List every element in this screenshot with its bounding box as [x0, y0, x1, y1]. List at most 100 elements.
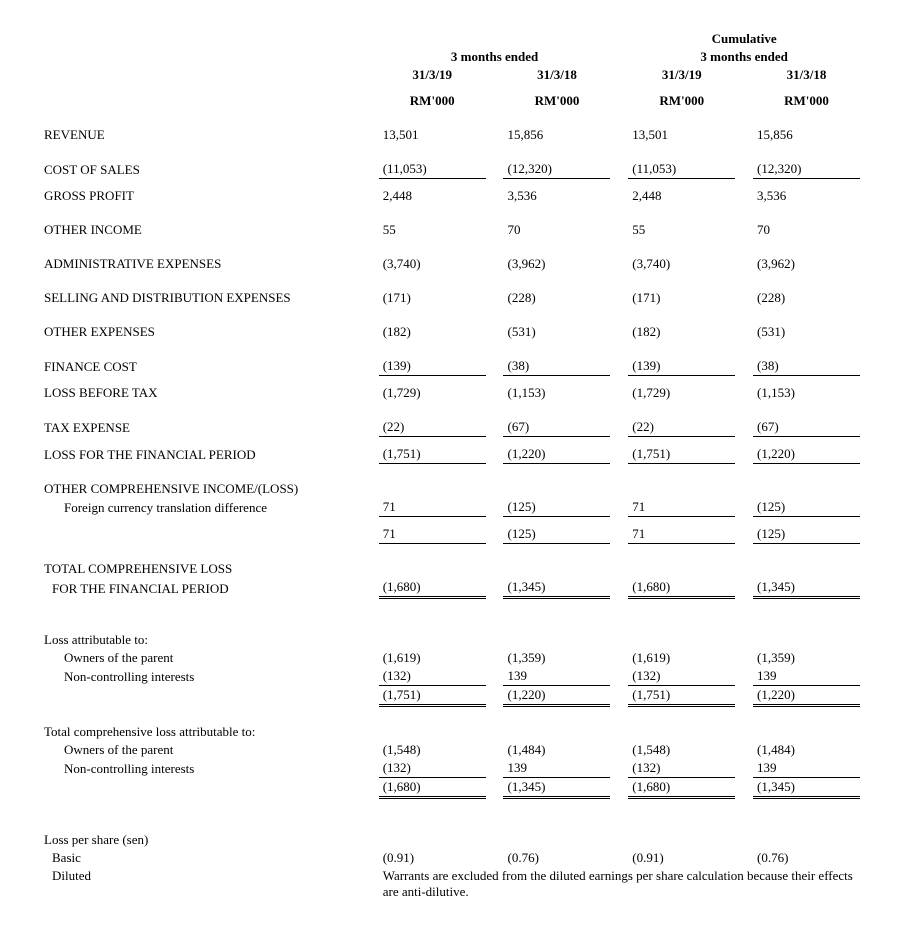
- val: (1,345): [753, 578, 860, 598]
- val: (1,751): [379, 445, 486, 464]
- label: GROSS PROFIT: [40, 187, 379, 205]
- row-lps-hdr: Loss per share (sen): [40, 831, 860, 849]
- val: (1,751): [379, 686, 486, 706]
- unit-3: RM'000: [628, 92, 735, 110]
- val: (1,153): [753, 384, 860, 402]
- val: (171): [628, 289, 735, 307]
- val: 15,856: [753, 126, 860, 144]
- row-loss-nci: Non-controlling interests (132) 139 (132…: [40, 667, 860, 686]
- val: (1,751): [628, 686, 735, 706]
- row-loss-for-period: LOSS FOR THE FINANCIAL PERIOD (1,751) (1…: [40, 445, 860, 464]
- val: 55: [628, 221, 735, 239]
- diluted-note: Warrants are excluded from the diluted e…: [379, 867, 860, 901]
- val: 2,448: [379, 187, 486, 205]
- val: (0.91): [628, 849, 735, 867]
- row-finance-cost: FINANCE COST (139) (38) (139) (38): [40, 357, 860, 376]
- row-tcl-nci: Non-controlling interests (132) 139 (132…: [40, 759, 860, 778]
- label: Total comprehensive loss attributable to…: [40, 723, 379, 741]
- row-lps-basic: Basic (0.91) (0.76) (0.91) (0.76): [40, 849, 860, 867]
- val: (228): [503, 289, 610, 307]
- val: (1,680): [379, 578, 486, 598]
- val: 139: [753, 759, 860, 778]
- row-tax-expense: TAX EXPENSE (22) (67) (22) (67): [40, 418, 860, 437]
- val: (139): [628, 357, 735, 376]
- val: 71: [379, 498, 486, 517]
- row-fx-diff: Foreign currency translation difference …: [40, 498, 860, 517]
- row-loss-owners: Owners of the parent (1,619) (1,359) (1,…: [40, 649, 860, 667]
- val: (132): [628, 667, 735, 686]
- row-cost-of-sales: COST OF SALES (11,053) (12,320) (11,053)…: [40, 160, 860, 179]
- val: (38): [503, 357, 610, 376]
- val: (1,220): [503, 686, 610, 706]
- val: (0.91): [379, 849, 486, 867]
- val: 71: [379, 525, 486, 544]
- val: (1,729): [628, 384, 735, 402]
- val: (3,962): [503, 255, 610, 273]
- val: 71: [628, 525, 735, 544]
- label: Loss attributable to:: [40, 631, 379, 649]
- val: (12,320): [753, 160, 860, 179]
- val: (125): [503, 525, 610, 544]
- val: (1,548): [379, 741, 486, 759]
- val: (3,962): [753, 255, 860, 273]
- val: (1,548): [628, 741, 735, 759]
- label: REVENUE: [40, 126, 379, 144]
- label: TAX EXPENSE: [40, 418, 379, 437]
- row-tcl-owners: Owners of the parent (1,548) (1,484) (1,…: [40, 741, 860, 759]
- income-statement-table: Cumulative 3 months ended 3 months ended…: [40, 30, 860, 901]
- val: (1,345): [503, 578, 610, 598]
- val: (182): [379, 323, 486, 341]
- val: 13,501: [628, 126, 735, 144]
- val: (1,220): [503, 445, 610, 464]
- label: OTHER COMPREHENSIVE INCOME/(LOSS): [40, 480, 379, 498]
- col-date-2: 31/3/18: [503, 66, 610, 84]
- val: (125): [753, 498, 860, 517]
- val: (182): [628, 323, 735, 341]
- val: (1,484): [753, 741, 860, 759]
- val: 139: [503, 667, 610, 686]
- val: (1,619): [628, 649, 735, 667]
- header-cumulative: Cumulative: [628, 30, 860, 48]
- val: (1,619): [379, 649, 486, 667]
- val: 13,501: [379, 126, 486, 144]
- val: (125): [503, 498, 610, 517]
- row-loss-attr-total: (1,751) (1,220) (1,751) (1,220): [40, 686, 860, 706]
- val: (125): [753, 525, 860, 544]
- val: (1,680): [628, 578, 735, 598]
- val: (531): [753, 323, 860, 341]
- val: 71: [628, 498, 735, 517]
- val: (228): [753, 289, 860, 307]
- val: (0.76): [753, 849, 860, 867]
- val: (171): [379, 289, 486, 307]
- val: (11,053): [379, 160, 486, 179]
- val: (67): [753, 418, 860, 437]
- col-date-1: 31/3/19: [379, 66, 486, 84]
- val: 139: [503, 759, 610, 778]
- row-selling-expenses: SELLING AND DISTRIBUTION EXPENSES (171) …: [40, 289, 860, 307]
- label: LOSS BEFORE TAX: [40, 384, 379, 402]
- val: (38): [753, 357, 860, 376]
- label: COST OF SALES: [40, 160, 379, 179]
- val: (1,220): [753, 686, 860, 706]
- row-tcl-attr-hdr: Total comprehensive loss attributable to…: [40, 723, 860, 741]
- row-other-income: OTHER INCOME 55 70 55 70: [40, 221, 860, 239]
- col-date-4: 31/3/18: [753, 66, 860, 84]
- row-revenue: REVENUE 13,501 15,856 13,501 15,856: [40, 126, 860, 144]
- val: (11,053): [628, 160, 735, 179]
- row-tcl-header2: FOR THE FINANCIAL PERIOD (1,680) (1,345)…: [40, 578, 860, 598]
- label: SELLING AND DISTRIBUTION EXPENSES: [40, 289, 379, 307]
- val: (1,729): [379, 384, 486, 402]
- row-oci-header: OTHER COMPREHENSIVE INCOME/(LOSS): [40, 480, 860, 498]
- label: FINANCE COST: [40, 357, 379, 376]
- val: (67): [503, 418, 610, 437]
- val: (1,359): [503, 649, 610, 667]
- row-tcl-header1: TOTAL COMPREHENSIVE LOSS: [40, 560, 860, 578]
- val: (1,345): [753, 778, 860, 798]
- val: 139: [753, 667, 860, 686]
- unit-4: RM'000: [753, 92, 860, 110]
- label: OTHER INCOME: [40, 221, 379, 239]
- label: FOR THE FINANCIAL PERIOD: [40, 578, 379, 598]
- val: (1,680): [379, 778, 486, 798]
- row-other-expenses: OTHER EXPENSES (182) (531) (182) (531): [40, 323, 860, 341]
- val: 70: [753, 221, 860, 239]
